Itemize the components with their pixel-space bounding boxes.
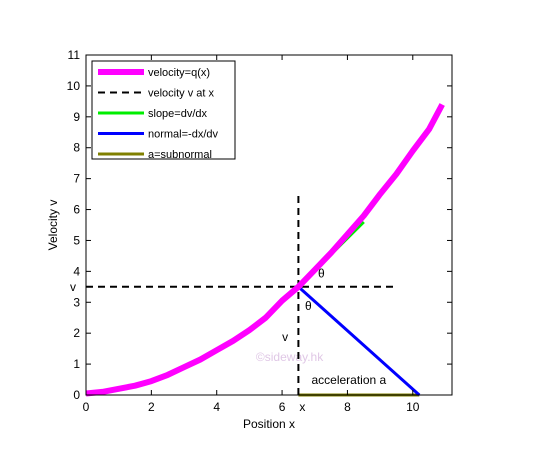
y-tick-label: 9	[73, 110, 80, 124]
x-tick-label: 10	[406, 400, 420, 414]
annotation-4: acceleration a	[311, 373, 386, 387]
legend-label-3: normal=-dx/dv	[148, 129, 219, 141]
x-tick-label: 8	[344, 400, 351, 414]
annotation-2: v	[282, 330, 288, 344]
legend-box	[91, 60, 236, 160]
y-tick-label: 5	[73, 233, 80, 247]
x-point-tick-label: x	[299, 400, 305, 414]
y-tick-label: 8	[73, 141, 80, 155]
legend-label-2: slope=dv/dx	[148, 108, 208, 120]
y-tick-label: 1	[73, 357, 80, 371]
y-tick-label: 7	[73, 172, 80, 186]
annotation-1: θ	[305, 299, 312, 313]
y-tick-label: 10	[67, 79, 81, 93]
series-velocity-q-x--line	[85, 103, 445, 397]
y-tick-label: 2	[73, 326, 80, 340]
y-tick-label: 11	[68, 48, 81, 62]
legend-label-4: a=subnormal	[148, 149, 212, 161]
x-tick-label: 4	[213, 400, 220, 414]
x-tick-label: 6	[279, 400, 286, 414]
v-point-tick-label: v	[70, 280, 76, 294]
y-axis-label: Velocity v	[46, 200, 60, 251]
y-tick-label: 3	[73, 295, 80, 309]
legend: velocity=q(x) velocity v at x slope=dv/dx n…	[91, 60, 236, 161]
legend-label-0: velocity=q(x)	[148, 67, 210, 79]
axes-frame	[85, 54, 453, 396]
y-tick-label: 4	[73, 264, 80, 278]
x-axis-label: Position x	[243, 417, 295, 431]
y-tick-label: 0	[73, 388, 80, 402]
series-normal-dx-dv-line	[297, 285, 421, 397]
legend-label-1: velocity v at x	[148, 88, 215, 100]
y-tick-label: 6	[73, 203, 80, 217]
annotation-0: θ	[318, 267, 325, 281]
x-tick-label: 0	[83, 400, 90, 414]
axes: 0 2 4 6 8 10 0 1 2 3 4 5 6 7 8 9 10 11 x v Position x Velocit…	[46, 48, 453, 431]
x-tick-label: 2	[148, 400, 155, 414]
watermark-text: ©sideway.hk	[256, 350, 324, 364]
